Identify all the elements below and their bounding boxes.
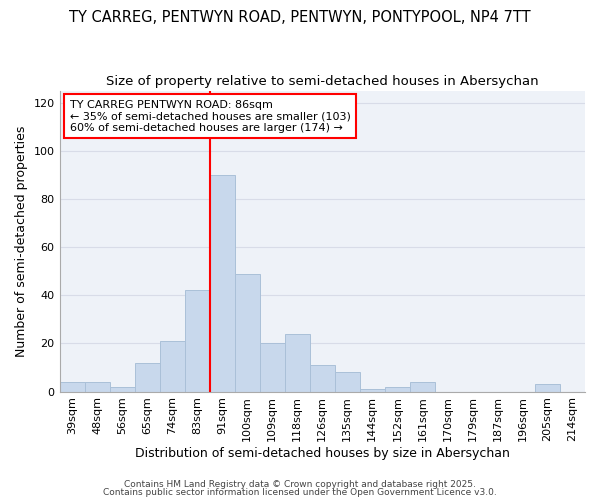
- Bar: [59, 382, 85, 392]
- Text: Contains HM Land Registry data © Crown copyright and database right 2025.: Contains HM Land Registry data © Crown c…: [124, 480, 476, 489]
- Bar: [360, 389, 385, 392]
- Bar: [410, 382, 435, 392]
- Bar: [310, 365, 335, 392]
- Bar: [285, 334, 310, 392]
- Bar: [209, 175, 235, 392]
- Bar: [535, 384, 560, 392]
- Bar: [160, 341, 185, 392]
- Bar: [85, 382, 110, 392]
- X-axis label: Distribution of semi-detached houses by size in Abersychan: Distribution of semi-detached houses by …: [135, 447, 510, 460]
- Text: TY CARREG PENTWYN ROAD: 86sqm
← 35% of semi-detached houses are smaller (103)
60: TY CARREG PENTWYN ROAD: 86sqm ← 35% of s…: [70, 100, 351, 133]
- Y-axis label: Number of semi-detached properties: Number of semi-detached properties: [15, 126, 28, 357]
- Text: Contains public sector information licensed under the Open Government Licence v3: Contains public sector information licen…: [103, 488, 497, 497]
- Title: Size of property relative to semi-detached houses in Abersychan: Size of property relative to semi-detach…: [106, 75, 539, 88]
- Bar: [134, 362, 160, 392]
- Bar: [385, 387, 410, 392]
- Bar: [235, 274, 260, 392]
- Text: TY CARREG, PENTWYN ROAD, PENTWYN, PONTYPOOL, NP4 7TT: TY CARREG, PENTWYN ROAD, PENTWYN, PONTYP…: [69, 10, 531, 25]
- Bar: [185, 290, 209, 392]
- Bar: [335, 372, 360, 392]
- Bar: [260, 344, 285, 392]
- Bar: [110, 387, 134, 392]
